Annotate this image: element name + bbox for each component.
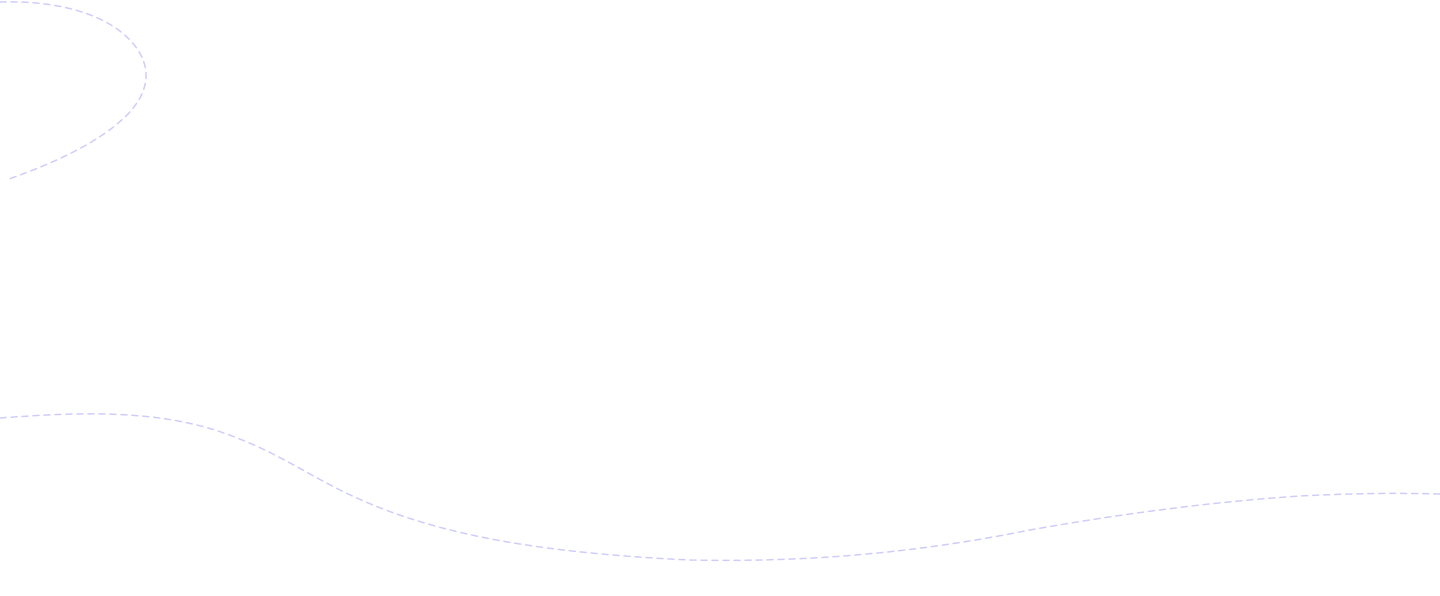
top-left-dashed-arc bbox=[0, 1, 147, 181]
bottom-dashed-wave bbox=[0, 413, 1440, 562]
